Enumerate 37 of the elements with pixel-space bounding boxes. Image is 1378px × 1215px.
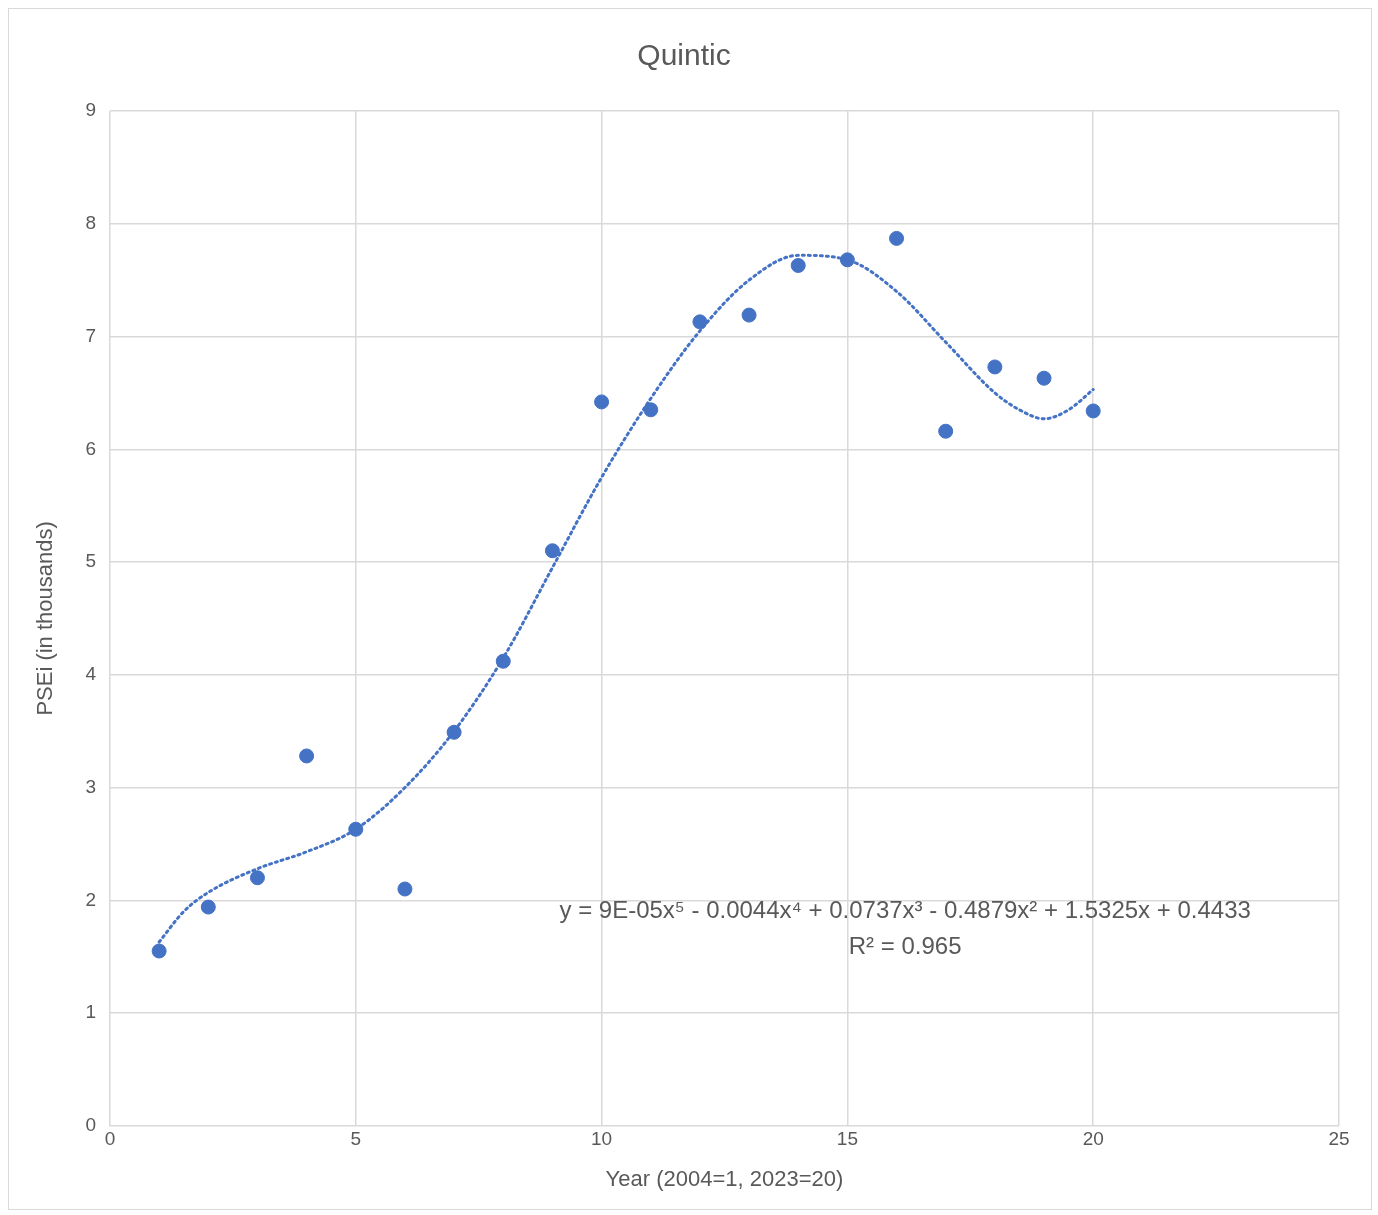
x-tick-label: 15 xyxy=(836,1128,858,1150)
annotation: R² = 0.965 xyxy=(848,932,962,960)
x-tick-label: 5 xyxy=(350,1128,362,1150)
y-tick-label: 2 xyxy=(85,888,96,910)
x-tick-label: 10 xyxy=(591,1128,613,1150)
chart-title: Quintic xyxy=(637,38,731,72)
y-axis-title: PSEi (in thousands) xyxy=(32,521,58,716)
x-tick-label: 0 xyxy=(104,1128,116,1150)
point xyxy=(938,423,954,439)
point xyxy=(249,870,265,886)
y-tick-label: 4 xyxy=(85,663,97,685)
point xyxy=(299,748,315,764)
point xyxy=(200,899,216,915)
point xyxy=(397,881,413,897)
point xyxy=(1085,403,1101,419)
point xyxy=(643,402,659,418)
point xyxy=(594,394,610,410)
y-tick-label: 1 xyxy=(85,1001,96,1023)
y-tick-label: 0 xyxy=(85,1114,96,1136)
point xyxy=(1036,370,1052,386)
y-tick-label: 8 xyxy=(85,211,96,233)
y-tick-label: 7 xyxy=(85,324,96,346)
point xyxy=(151,943,167,959)
point xyxy=(987,359,1003,375)
annotation: y = 9E-05x⁵ - 0.0044x⁴ + 0.0737x³ - 0.4879x² + 1.5325x + 0.4433 xyxy=(559,896,1251,924)
y-tick-label: 3 xyxy=(85,775,96,797)
y-tick-label: 5 xyxy=(85,550,96,572)
point xyxy=(790,257,806,273)
point xyxy=(692,314,708,330)
x-axis-title: Year (2004=1, 2023=20) xyxy=(605,1165,844,1191)
x-tick-label: 20 xyxy=(1082,1128,1104,1150)
x-tick-label: 25 xyxy=(1328,1128,1350,1150)
point xyxy=(741,307,757,323)
y-tick-label: 9 xyxy=(85,99,96,121)
point xyxy=(889,230,905,246)
y-tick-label: 6 xyxy=(85,437,96,459)
point xyxy=(544,543,560,559)
